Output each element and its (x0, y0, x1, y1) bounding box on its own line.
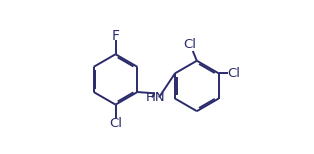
Text: Cl: Cl (228, 67, 241, 80)
Text: HN: HN (146, 91, 165, 104)
Text: F: F (111, 28, 120, 43)
Text: Cl: Cl (109, 117, 122, 130)
Text: Cl: Cl (183, 38, 196, 51)
